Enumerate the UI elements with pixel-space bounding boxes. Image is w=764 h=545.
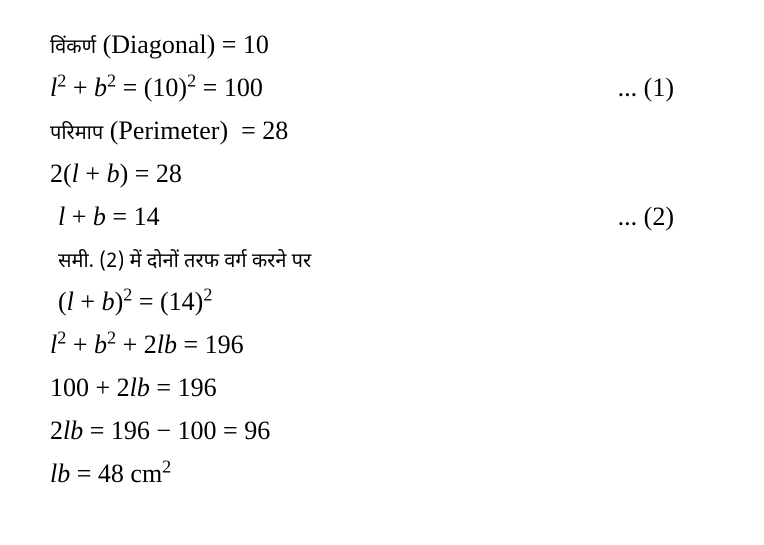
math-line-1: विंकर्ण (Diagonal) = 10 <box>50 24 714 67</box>
expression: विंकर्ण (Diagonal) = 10 <box>50 24 269 67</box>
math-line-4: 2(l + b) = 28 <box>50 153 714 196</box>
expression: 100 + 2lb = 196 <box>50 367 217 410</box>
expression: l2 + b2 + 2lb = 196 <box>50 324 244 367</box>
expression: 2(l + b) = 28 <box>50 153 182 196</box>
math-line-3: परिमाप (Perimeter) = 28 <box>50 110 714 153</box>
expression: समी. (2) में दोनों तरफ वर्ग करने पर <box>50 238 311 281</box>
math-line-10: 2lb = 196 − 100 = 96 <box>50 410 714 453</box>
math-line-11: lb = 48 cm2 <box>50 453 714 496</box>
expression: l2 + b2 = (10)2 = 100 <box>50 67 263 110</box>
math-line-2: l2 + b2 = (10)2 = 100 ... (1) <box>50 67 714 110</box>
expression: (l + b)2 = (14)2 <box>50 281 212 324</box>
expression: 2lb = 196 − 100 = 96 <box>50 410 270 453</box>
math-line-7: (l + b)2 = (14)2 <box>50 281 714 324</box>
math-line-8: l2 + b2 + 2lb = 196 <box>50 324 714 367</box>
expression: lb = 48 cm2 <box>50 453 171 496</box>
expression: l + b = 14 <box>50 196 160 239</box>
math-line-5: l + b = 14 ... (2) <box>50 196 714 239</box>
math-line-9: 100 + 2lb = 196 <box>50 367 714 410</box>
equation-ref: ... (2) <box>618 196 714 239</box>
expression: परिमाप (Perimeter) = 28 <box>50 110 288 153</box>
equation-ref: ... (1) <box>618 67 714 110</box>
math-line-6: समी. (2) में दोनों तरफ वर्ग करने पर <box>50 238 714 281</box>
